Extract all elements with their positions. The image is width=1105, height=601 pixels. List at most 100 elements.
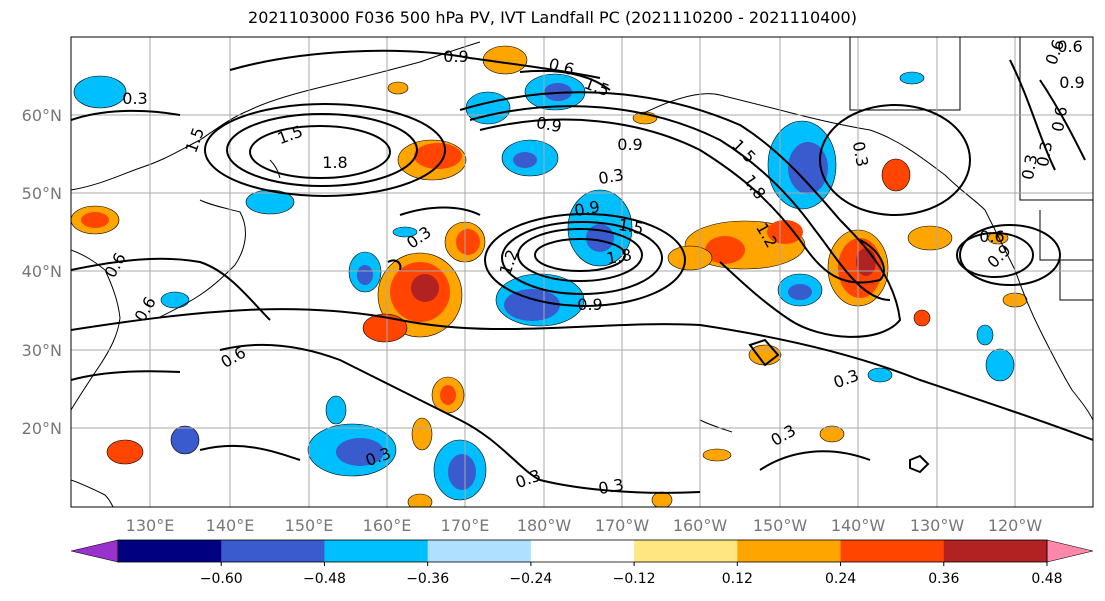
- pv-contour: [387, 259, 402, 271]
- negative-anomaly-core: [357, 265, 373, 285]
- pv-contour: [517, 228, 643, 282]
- longitude-label: 180°W: [517, 516, 572, 535]
- contour-label: 0.9: [577, 295, 602, 314]
- colorbar-swatch: [118, 540, 222, 562]
- colorbar-tick-label: −0.36: [406, 571, 449, 587]
- colorbar-tick-label: −0.12: [613, 571, 656, 587]
- state-border: [1039, 210, 1093, 261]
- negative-anomaly: [985, 348, 1015, 382]
- colorbar-arrow-high: [1046, 539, 1094, 563]
- north-america-coastline: [984, 209, 1093, 421]
- island-coastline: [71, 479, 114, 507]
- latitude-label: 40°N: [22, 262, 62, 281]
- contour-label: 0.6: [1048, 105, 1071, 133]
- colorbar-swatch: [943, 540, 1048, 562]
- pv-contour: [469, 105, 891, 301]
- colorbar-swatch: [737, 540, 842, 562]
- pv-contour: [479, 118, 885, 284]
- contour-label: 0.9: [535, 113, 563, 136]
- positive-anomaly: [819, 425, 845, 443]
- contour-label: 0.9: [573, 197, 601, 220]
- positive-anomaly: [411, 417, 433, 451]
- colorbar-tick-label: 0.12: [722, 571, 753, 587]
- contour-label: 1.5: [617, 215, 645, 238]
- pv-contour: [204, 103, 446, 197]
- positive-anomaly: [106, 439, 144, 465]
- pv-contour: [519, 69, 611, 91]
- canada-border: [1019, 37, 1093, 201]
- negative-anomaly: [73, 75, 127, 109]
- colorbar-swatch: [634, 540, 738, 562]
- latitude-label: 50°N: [22, 184, 62, 203]
- colorbar-tick-label: 0.36: [928, 571, 959, 587]
- yukon-border: [849, 37, 961, 111]
- coastlines: [71, 37, 1093, 507]
- positive-anomaly: [667, 245, 713, 271]
- pv-contour: [819, 104, 971, 216]
- colorbar-tick-label: −0.24: [509, 571, 552, 587]
- pv-contour: [1039, 79, 1086, 161]
- china-coastline: [71, 249, 121, 411]
- positive-anomaly-core: [414, 143, 462, 169]
- japan-coastline: [157, 199, 246, 319]
- colorbar-arrow-low: [70, 539, 119, 563]
- hawaii-coastline: [699, 419, 733, 433]
- contour-label: 0.3: [1033, 140, 1056, 168]
- colorbar-swatch: [221, 540, 325, 562]
- pv-contour: [459, 91, 902, 338]
- pv-contour: [759, 450, 871, 471]
- positive-anomaly: [907, 225, 953, 251]
- longitude-label: 150°E: [285, 516, 334, 535]
- longitude-label: 130°W: [910, 516, 965, 535]
- colorbar-swatch: [427, 540, 532, 562]
- contour-label: 0.9: [617, 135, 642, 154]
- pv-contours: [71, 49, 1093, 494]
- latitude-label: 20°N: [22, 419, 62, 438]
- positive-anomaly: [362, 313, 408, 343]
- colorbar-frame: [117, 539, 1048, 563]
- longitude-label: 170°E: [441, 516, 490, 535]
- contour-label: 0.3: [597, 475, 625, 498]
- positive-anomaly-core: [456, 229, 480, 255]
- negative-anomaly: [867, 367, 893, 383]
- negative-anomaly: [325, 395, 347, 425]
- contour-label: 1.8: [322, 153, 347, 172]
- pv-contour: [219, 343, 701, 494]
- pv-contour: [399, 206, 481, 216]
- negative-anomaly-core: [504, 289, 560, 321]
- pv-contour: [956, 232, 1034, 278]
- negative-anomaly-core: [788, 142, 828, 194]
- positive-anomaly: [407, 493, 433, 507]
- colorbar-swatch: [840, 540, 945, 562]
- pv-contour: [71, 370, 181, 381]
- longitude-label: 140°E: [206, 516, 255, 535]
- contour-label: 0.3: [597, 165, 625, 188]
- latitude-label: 30°N: [22, 341, 62, 360]
- pv-contour: [226, 113, 418, 187]
- positive-anomaly-core: [705, 236, 745, 264]
- longitude-label: 160°W: [673, 516, 728, 535]
- negative-anomaly-core: [513, 152, 537, 168]
- positive-anomaly: [387, 81, 409, 95]
- negative-anomaly-core: [448, 454, 476, 490]
- colorbar-tick-label: 0.24: [825, 571, 856, 587]
- kamchatka-coastline: [269, 159, 281, 179]
- contour-label: 0.3: [122, 89, 147, 108]
- longitude-label: 170°W: [595, 516, 650, 535]
- negative-anomaly: [392, 226, 418, 238]
- latitude-labels: 60°N 50°N 40°N 30°N 20°N: [22, 106, 62, 438]
- negative-anomaly: [170, 425, 200, 455]
- contour-label: 0.3: [1018, 153, 1041, 181]
- colorbar-swatch: [324, 540, 429, 562]
- pv-contour: [249, 125, 391, 179]
- positive-anomaly: [881, 158, 911, 192]
- map-area: [71, 37, 1093, 507]
- map-title: 2021103000 F036 500 hPa PV, IVT Landfall…: [248, 8, 857, 27]
- pv-contour: [501, 221, 663, 295]
- positive-anomaly-core: [856, 248, 876, 276]
- contour-label: 0.9: [443, 47, 468, 66]
- positive-anomaly-core: [411, 274, 439, 302]
- negative-anomaly-core: [336, 438, 384, 466]
- pv-contour: [748, 338, 780, 367]
